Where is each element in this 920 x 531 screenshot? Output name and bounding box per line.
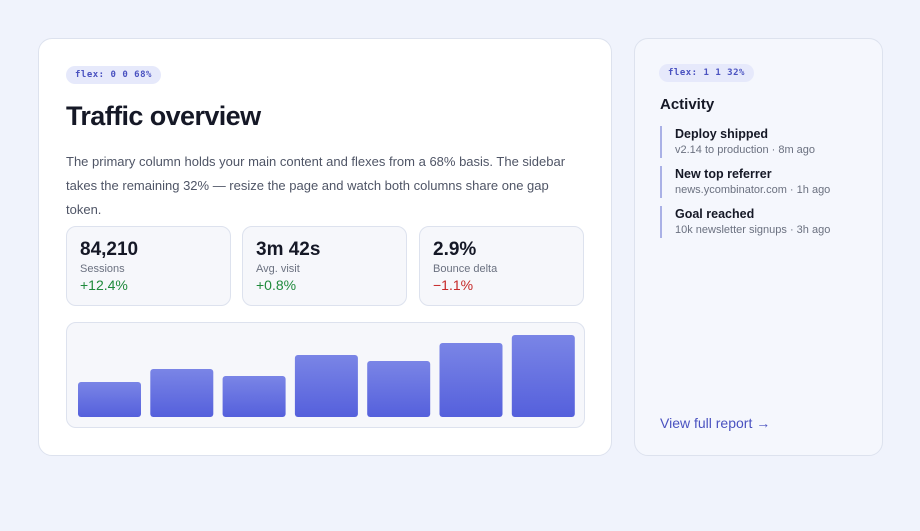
stat-label: Avg. visit xyxy=(256,263,300,275)
chart-bar xyxy=(78,382,141,417)
activity-meta: 10k newsletter signups · 3h ago xyxy=(675,224,831,236)
stat-label: Bounce delta xyxy=(433,263,498,275)
chart-bar xyxy=(222,376,286,417)
chart-bar xyxy=(439,343,503,417)
activity-item: Deploy shipped v2.14 to production · 8m … xyxy=(660,126,870,158)
flex-chip: flex: 1 1 32% xyxy=(659,64,754,82)
view-report-link[interactable]: View full report → xyxy=(660,415,771,431)
stat-delta: +12.4% xyxy=(80,277,128,293)
main-card: flex: 0 0 68% Traffic overview The prima… xyxy=(38,38,612,456)
stat-card-sessions: 84,210 Sessions +12.4% xyxy=(66,226,231,306)
activity-meta: news.ycombinator.com · 1h ago xyxy=(675,184,831,196)
stat-delta: +0.8% xyxy=(256,277,297,293)
stat-delta: −1.1% xyxy=(433,277,474,293)
bar-chart-svg xyxy=(78,335,575,417)
stat-card-avg-visit: 3m 42s Avg. visit +0.8% xyxy=(242,226,407,306)
description: The primary column holds your main conte… xyxy=(66,154,566,217)
stat-value: 84,210 xyxy=(80,239,139,260)
bar-chart xyxy=(66,322,585,428)
stat-value: 2.9% xyxy=(433,239,477,260)
activity-item: New top referrer news.ycombinator.com · … xyxy=(660,166,870,198)
page-title: Traffic overview xyxy=(66,101,261,131)
sidebar-card: flex: 1 1 32% Activity Deploy shipped v2… xyxy=(634,38,883,456)
activity-title: Goal reached xyxy=(675,207,755,221)
stat-label: Sessions xyxy=(80,263,125,275)
chart-bar xyxy=(367,361,431,417)
activity-meta: v2.14 to production · 8m ago xyxy=(675,144,816,156)
stat-value: 3m 42s xyxy=(256,239,321,260)
activity-title: Deploy shipped xyxy=(675,127,769,141)
chart-bar xyxy=(294,355,358,417)
flex-chip: flex: 0 0 68% xyxy=(66,66,161,84)
sidebar-title: Activity xyxy=(660,96,715,113)
activity-title: New top referrer xyxy=(675,167,772,181)
activity-item: Goal reached 10k newsletter signups · 3h… xyxy=(660,206,870,238)
chart-bar xyxy=(511,335,575,417)
chart-bar xyxy=(150,369,214,417)
stat-card-bounce: 2.9% Bounce delta −1.1% xyxy=(419,226,584,306)
